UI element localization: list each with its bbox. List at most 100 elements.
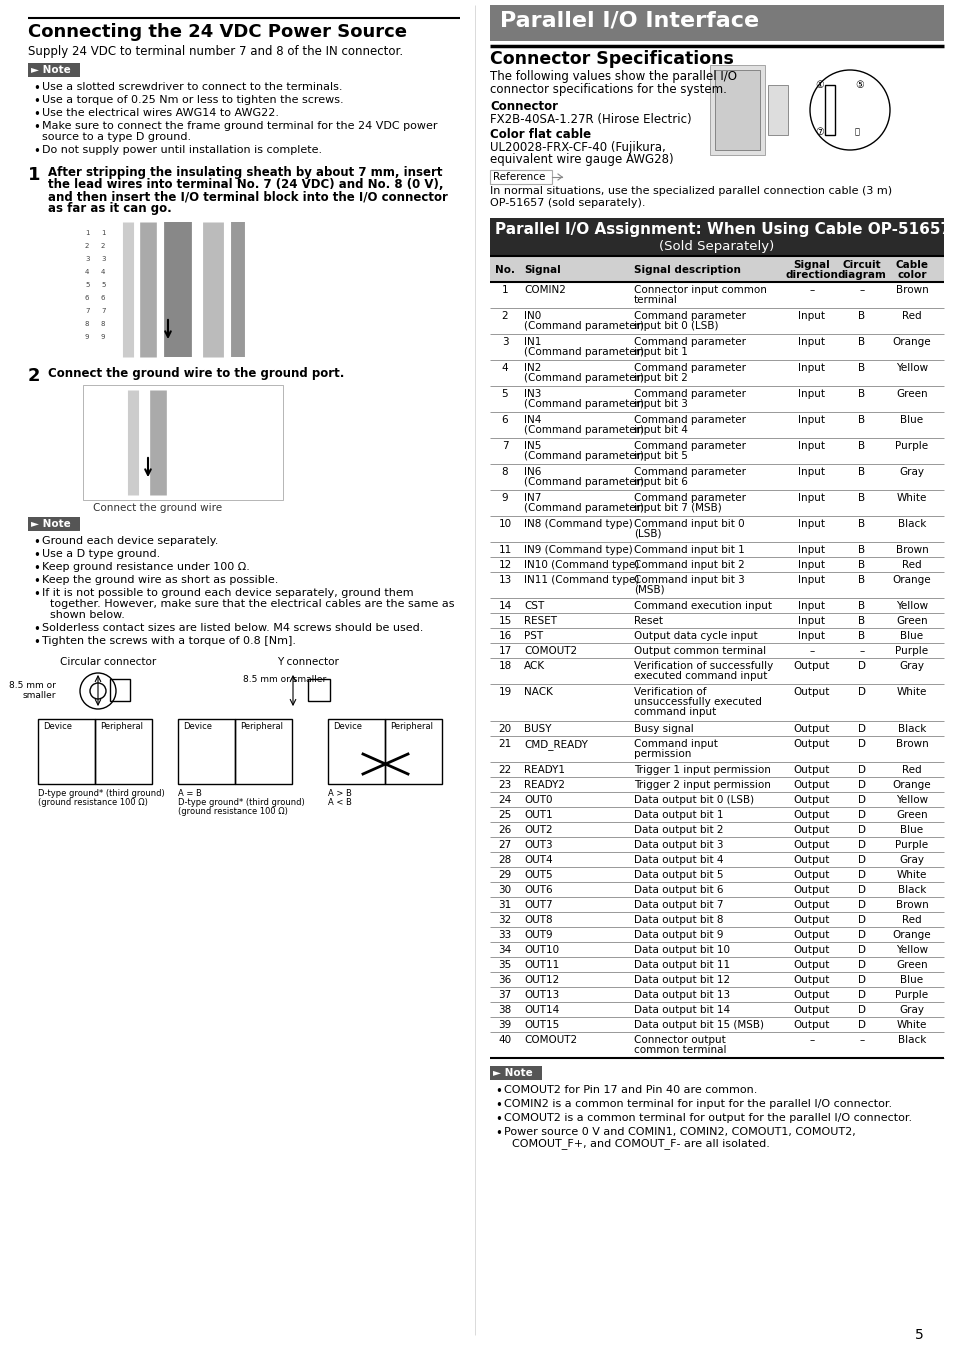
Text: Command parameter: Command parameter xyxy=(634,467,745,477)
Text: permission: permission xyxy=(634,749,691,759)
Text: 3: 3 xyxy=(101,256,106,262)
Text: 12: 12 xyxy=(497,560,511,570)
Text: 5: 5 xyxy=(501,389,508,400)
Text: Purple: Purple xyxy=(895,840,927,850)
Text: OUT2: OUT2 xyxy=(523,825,552,836)
Text: 36: 36 xyxy=(497,975,511,985)
Text: Command input bit 2: Command input bit 2 xyxy=(634,560,744,570)
Text: Trigger 2 input permission: Trigger 2 input permission xyxy=(634,780,770,790)
Text: 9: 9 xyxy=(85,333,90,340)
Text: D: D xyxy=(857,738,865,749)
Text: ⑦: ⑦ xyxy=(814,127,822,136)
Text: –: – xyxy=(859,1035,863,1045)
Text: ①: ① xyxy=(814,80,822,90)
Text: input bit 7 (MSB): input bit 7 (MSB) xyxy=(634,504,721,513)
Text: –: – xyxy=(808,1035,814,1045)
Text: B: B xyxy=(858,575,864,585)
Text: B: B xyxy=(858,467,864,477)
Text: Output: Output xyxy=(793,886,829,895)
Text: •: • xyxy=(495,1112,501,1126)
Text: D: D xyxy=(857,780,865,790)
Text: Output data cycle input: Output data cycle input xyxy=(634,630,757,641)
Text: B: B xyxy=(858,601,864,612)
Bar xyxy=(234,720,292,784)
Text: No.: No. xyxy=(495,265,515,275)
Text: Supply 24 VDC to terminal number 7 and 8 of the IN connector.: Supply 24 VDC to terminal number 7 and 8… xyxy=(28,45,403,58)
Text: 26: 26 xyxy=(497,825,511,836)
Text: 40: 40 xyxy=(497,1035,511,1045)
Text: Command execution input: Command execution input xyxy=(634,601,771,612)
Text: •: • xyxy=(33,549,40,562)
Text: 3: 3 xyxy=(85,256,90,262)
Text: IN7: IN7 xyxy=(523,493,540,504)
Bar xyxy=(490,5,943,40)
Text: Brown: Brown xyxy=(895,738,927,749)
Text: COMIN2: COMIN2 xyxy=(523,285,565,296)
Text: Reference: Reference xyxy=(493,171,545,182)
Bar xyxy=(490,170,552,184)
Text: (LSB): (LSB) xyxy=(634,529,660,539)
Text: 6: 6 xyxy=(501,414,508,425)
Text: Device: Device xyxy=(183,722,212,730)
Text: Output: Output xyxy=(793,738,829,749)
Text: Command parameter: Command parameter xyxy=(634,310,745,321)
Bar xyxy=(178,720,234,784)
Text: Solderless contact sizes are listed below. M4 screws should be used.: Solderless contact sizes are listed belo… xyxy=(42,622,423,633)
Text: (Command parameter): (Command parameter) xyxy=(523,504,643,513)
Text: 19: 19 xyxy=(497,687,511,697)
Text: D: D xyxy=(857,840,865,850)
Bar xyxy=(709,65,764,155)
Text: Output: Output xyxy=(793,960,829,971)
Text: Data output bit 6: Data output bit 6 xyxy=(634,886,722,895)
Text: Connector input common: Connector input common xyxy=(634,285,766,296)
Text: Red: Red xyxy=(902,310,921,321)
Text: CST: CST xyxy=(523,601,543,612)
Text: COMIN2 is a common terminal for input for the parallel I/O connector.: COMIN2 is a common terminal for input fo… xyxy=(503,1099,891,1108)
Text: OUT9: OUT9 xyxy=(523,930,552,940)
Bar xyxy=(490,256,943,282)
Text: Black: Black xyxy=(897,1035,925,1045)
Text: Gray: Gray xyxy=(899,467,923,477)
Text: Yellow: Yellow xyxy=(895,363,927,373)
Text: Green: Green xyxy=(895,810,927,819)
Text: Busy signal: Busy signal xyxy=(634,724,693,734)
Text: Input: Input xyxy=(798,601,824,612)
Text: 10: 10 xyxy=(497,518,511,529)
Text: Data output bit 3: Data output bit 3 xyxy=(634,840,722,850)
Text: Purple: Purple xyxy=(895,647,927,656)
Text: COMOUT2 is a common terminal for output for the parallel I/O connector.: COMOUT2 is a common terminal for output … xyxy=(503,1112,911,1123)
Text: Do not supply power until installation is complete.: Do not supply power until installation i… xyxy=(42,144,322,155)
Text: Use a D type ground.: Use a D type ground. xyxy=(42,549,160,559)
Text: Data output bit 1: Data output bit 1 xyxy=(634,810,722,819)
Text: equivalent wire gauge AWG28): equivalent wire gauge AWG28) xyxy=(490,153,673,166)
Text: COMOUT2: COMOUT2 xyxy=(523,1035,577,1045)
Text: If it is not possible to ground each device separately, ground them: If it is not possible to ground each dev… xyxy=(42,589,414,598)
Text: Power source 0 V and COMIN1, COMIN2, COMOUT1, COMOUT2,: Power source 0 V and COMIN1, COMIN2, COM… xyxy=(503,1127,855,1137)
Text: command input: command input xyxy=(634,707,716,717)
Text: 38: 38 xyxy=(497,1004,511,1015)
Text: direction: direction xyxy=(784,270,838,279)
Text: Input: Input xyxy=(798,493,824,504)
Text: (ground resistance 100 Ω): (ground resistance 100 Ω) xyxy=(38,798,148,807)
Text: Data output bit 0 (LSB): Data output bit 0 (LSB) xyxy=(634,795,753,805)
Text: Output: Output xyxy=(793,662,829,671)
Text: Use the electrical wires AWG14 to AWG22.: Use the electrical wires AWG14 to AWG22. xyxy=(42,108,278,117)
Text: IN11 (Command type): IN11 (Command type) xyxy=(523,575,639,585)
Text: (Command parameter): (Command parameter) xyxy=(523,451,643,460)
Text: Data output bit 12: Data output bit 12 xyxy=(634,975,729,985)
Text: 4: 4 xyxy=(85,269,90,275)
Text: White: White xyxy=(896,1021,926,1030)
Bar xyxy=(110,679,130,701)
Text: B: B xyxy=(858,310,864,321)
Text: Command parameter: Command parameter xyxy=(634,338,745,347)
Bar xyxy=(28,517,80,531)
Text: B: B xyxy=(858,545,864,555)
Text: Output: Output xyxy=(793,810,829,819)
Text: D: D xyxy=(857,915,865,925)
Text: and then insert the I/O terminal block into the I/O connector: and then insert the I/O terminal block i… xyxy=(48,190,447,202)
Text: COMOUT2 for Pin 17 and Pin 40 are common.: COMOUT2 for Pin 17 and Pin 40 are common… xyxy=(503,1085,757,1095)
Text: 35: 35 xyxy=(497,960,511,971)
Text: 1: 1 xyxy=(28,166,40,184)
Text: Data output bit 9: Data output bit 9 xyxy=(634,930,722,940)
Text: OUT14: OUT14 xyxy=(523,1004,558,1015)
